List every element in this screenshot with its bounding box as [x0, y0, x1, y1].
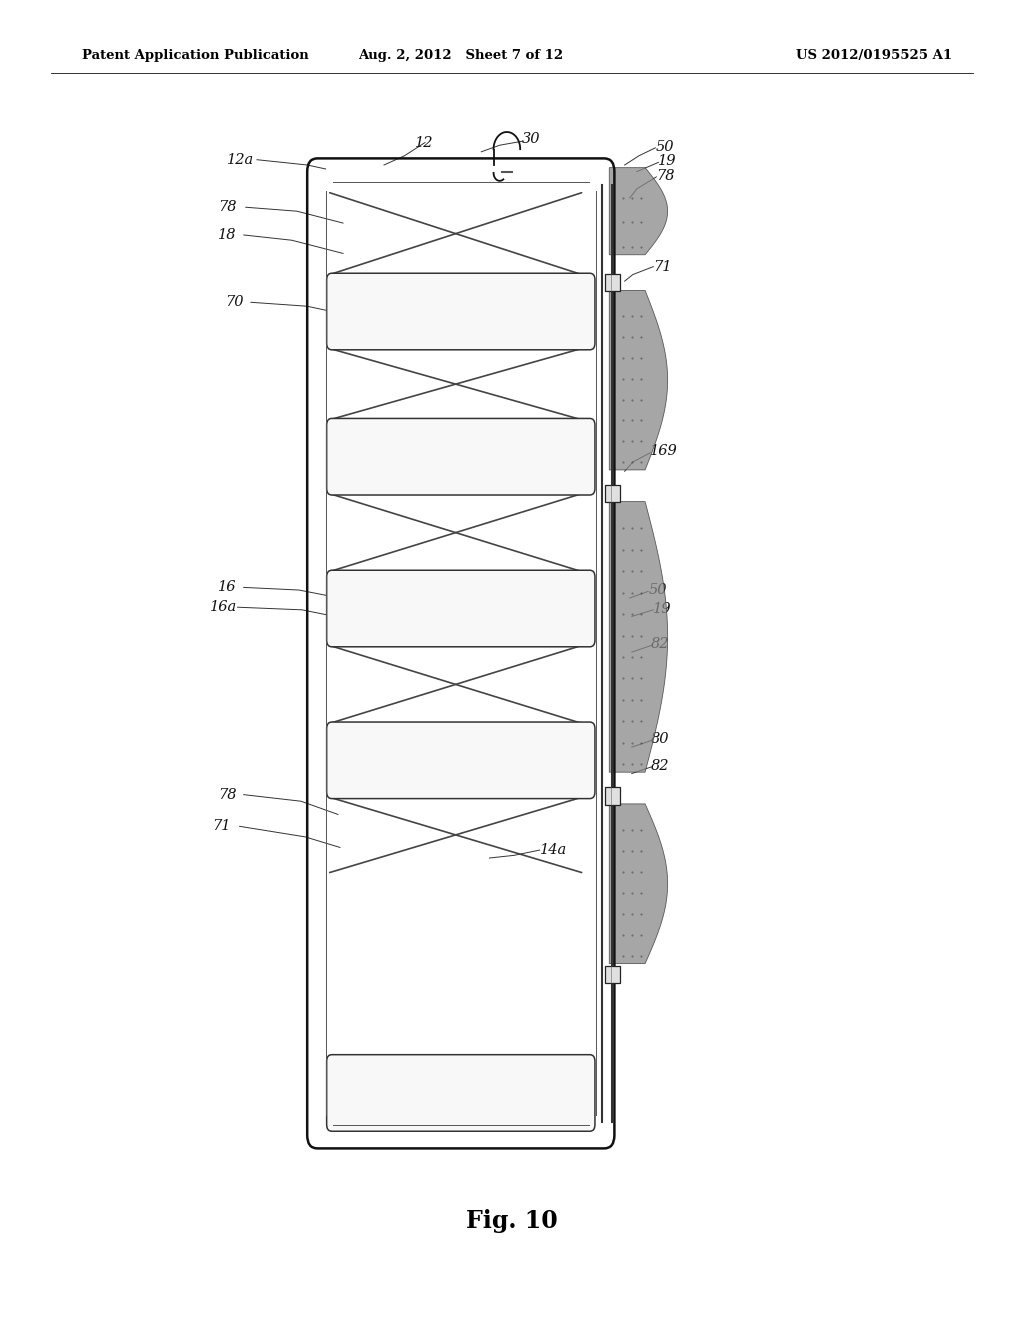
FancyBboxPatch shape [327, 1055, 595, 1131]
Text: 169: 169 [650, 445, 678, 458]
Text: 78: 78 [218, 788, 237, 801]
Bar [605, 966, 620, 982]
Text: 82: 82 [651, 759, 670, 772]
Polygon shape [609, 804, 668, 964]
FancyBboxPatch shape [327, 418, 595, 495]
Text: 16: 16 [218, 581, 237, 594]
Text: 14a: 14a [540, 843, 567, 857]
Text: 78: 78 [218, 201, 237, 214]
Text: 30: 30 [522, 132, 541, 145]
Text: 12: 12 [415, 136, 433, 149]
Bar [605, 787, 620, 804]
Bar [605, 484, 620, 502]
Text: 82: 82 [651, 638, 670, 651]
Text: 19: 19 [653, 602, 672, 615]
Text: 78: 78 [656, 169, 675, 182]
Text: Patent Application Publication: Patent Application Publication [82, 49, 308, 62]
Polygon shape [609, 290, 668, 470]
Text: Aug. 2, 2012   Sheet 7 of 12: Aug. 2, 2012 Sheet 7 of 12 [358, 49, 563, 62]
Text: Fig. 10: Fig. 10 [466, 1209, 558, 1233]
FancyBboxPatch shape [327, 722, 595, 799]
Text: 16a: 16a [210, 601, 238, 614]
Text: 12a: 12a [227, 153, 255, 166]
Text: 71: 71 [653, 260, 672, 273]
Text: 18: 18 [218, 228, 237, 242]
Polygon shape [609, 168, 668, 255]
Bar [605, 273, 620, 290]
Text: 19: 19 [658, 154, 677, 168]
FancyBboxPatch shape [327, 273, 595, 350]
FancyBboxPatch shape [327, 570, 595, 647]
Polygon shape [609, 502, 668, 772]
Text: 80: 80 [651, 733, 670, 746]
Text: 70: 70 [225, 296, 244, 309]
Text: 50: 50 [648, 583, 667, 597]
Text: 50: 50 [655, 140, 674, 153]
Text: US 2012/0195525 A1: US 2012/0195525 A1 [797, 49, 952, 62]
Text: 71: 71 [212, 820, 230, 833]
